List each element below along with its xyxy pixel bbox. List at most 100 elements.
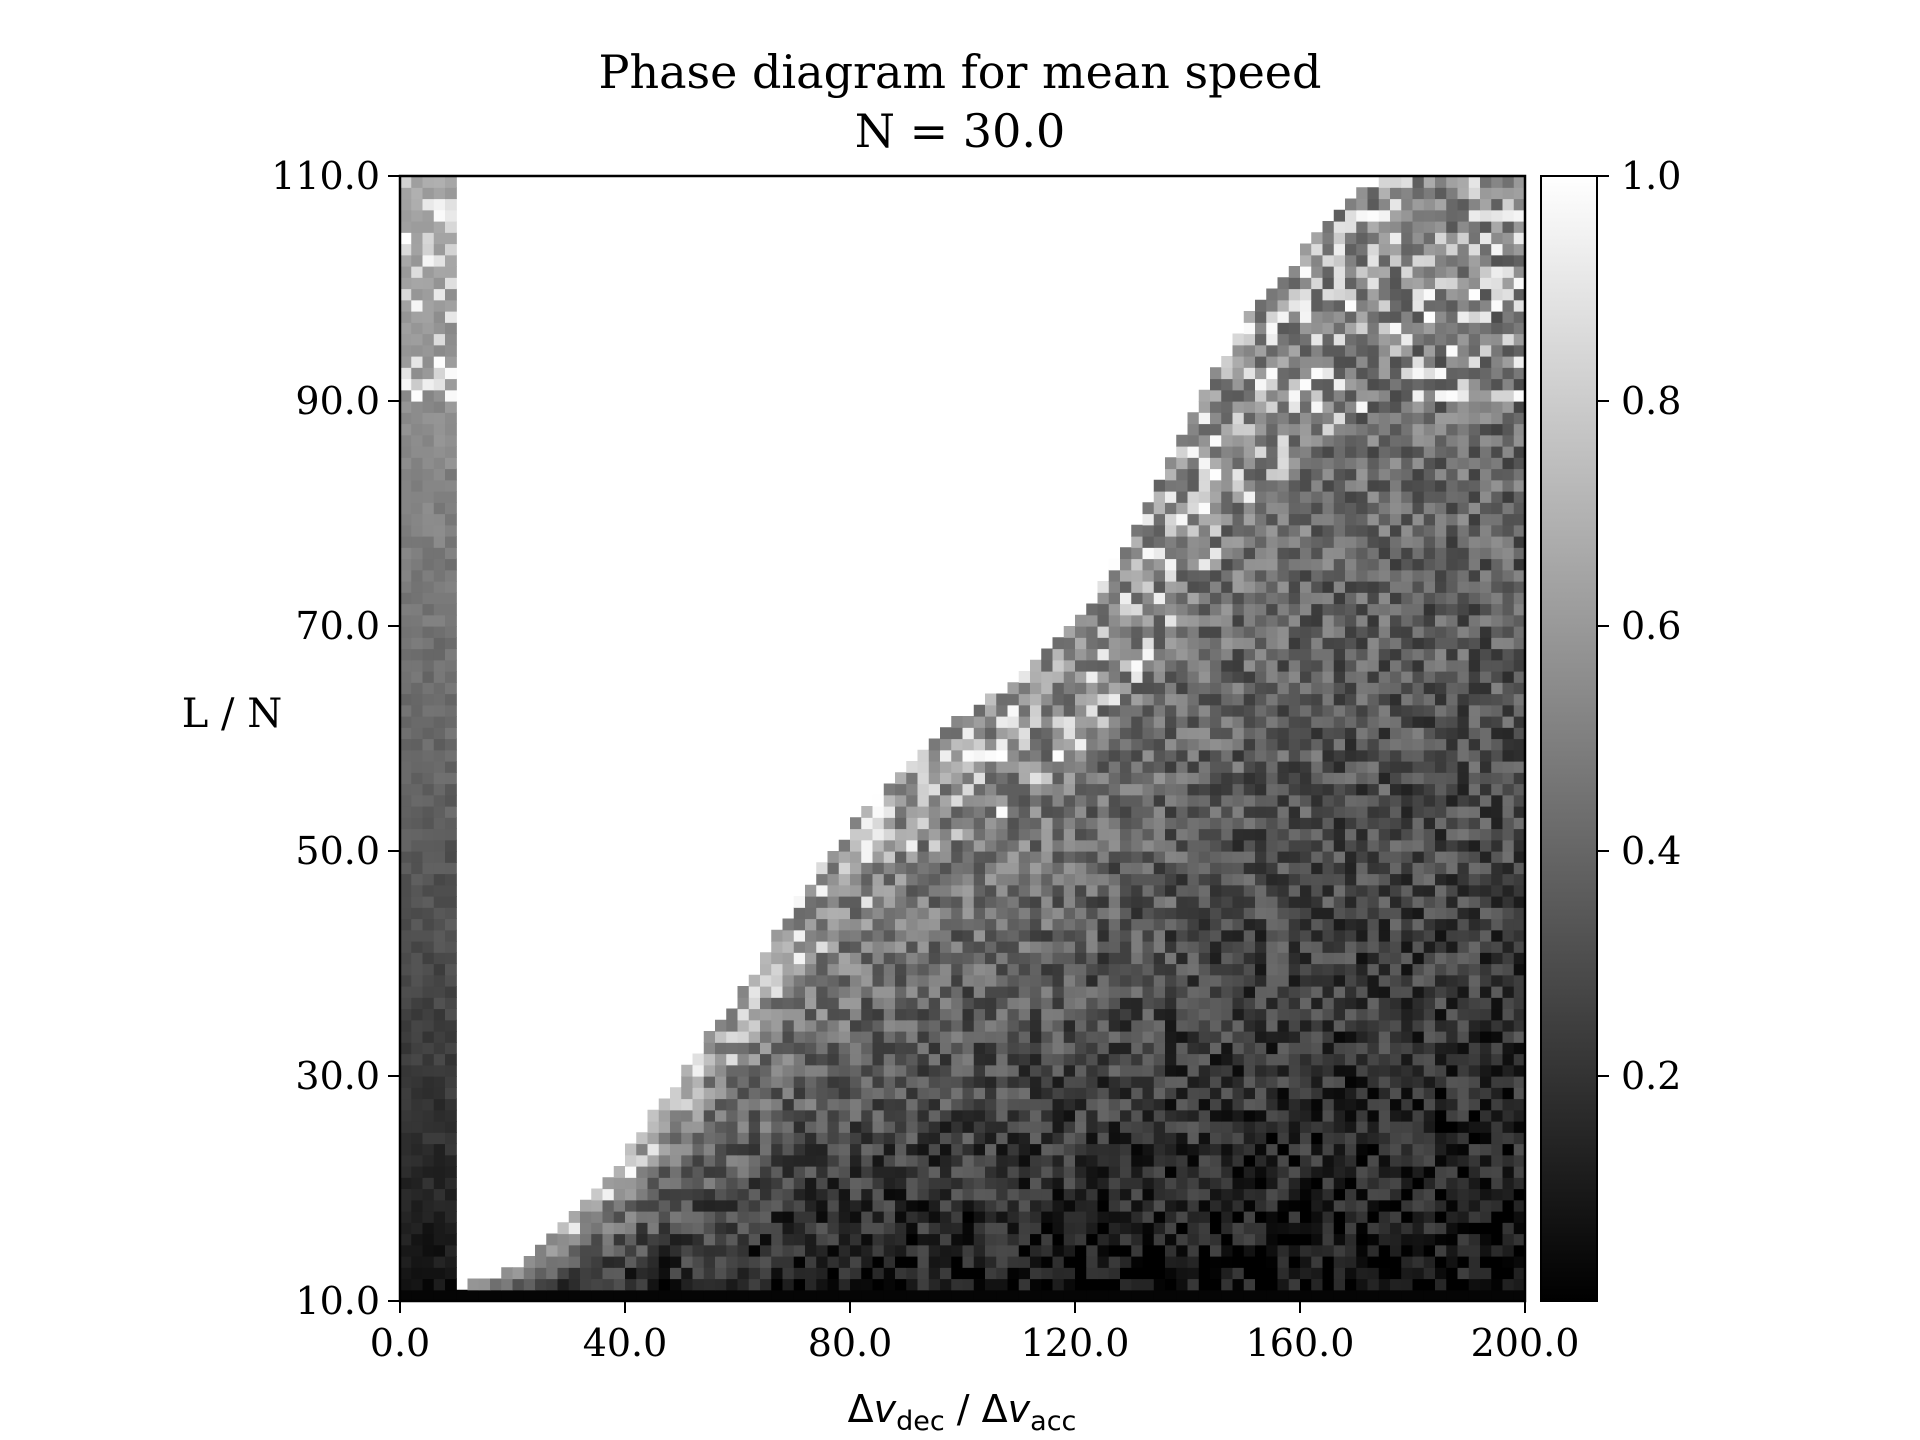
heatmap-cell	[1007, 1064, 1020, 1077]
heatmap-cell	[1041, 963, 1054, 976]
heatmap-cell	[827, 1019, 840, 1032]
heatmap-cell	[1322, 884, 1335, 897]
heatmap-cell	[1232, 1053, 1245, 1066]
heatmap-cell	[411, 1087, 424, 1100]
heatmap-cell	[906, 1008, 919, 1021]
heatmap-cell	[692, 1132, 705, 1145]
heatmap-cell	[1502, 1233, 1515, 1246]
heatmap-cell	[793, 918, 806, 931]
heatmap-cell	[1300, 738, 1312, 751]
heatmap-cell	[445, 457, 457, 470]
heatmap-cell	[1165, 1154, 1177, 1167]
heatmap-cell	[1086, 817, 1099, 830]
heatmap-cell	[1356, 581, 1369, 593]
heatmap-cell	[816, 1177, 829, 1190]
heatmap-cell	[951, 1019, 964, 1032]
heatmap-cell	[1243, 1211, 1256, 1223]
heatmap-cell	[1007, 929, 1020, 942]
heatmap-cell	[928, 918, 941, 931]
heatmap-cell	[793, 1267, 806, 1280]
heatmap-cell	[895, 952, 907, 965]
heatmap-cell	[1120, 761, 1132, 773]
heatmap-cell	[580, 1289, 592, 1302]
heatmap-cell	[1345, 738, 1357, 751]
heatmap-cell	[1075, 693, 1087, 706]
heatmap-cell	[861, 1188, 874, 1201]
heatmap-cell	[1086, 851, 1099, 863]
heatmap-cell	[985, 806, 997, 818]
heatmap-cell	[962, 974, 975, 987]
heatmap-cell	[1333, 828, 1346, 841]
heatmap-cell	[1232, 1244, 1245, 1257]
heatmap-cell	[872, 1267, 885, 1280]
heatmap-cell	[1075, 1154, 1087, 1167]
heatmap-cell	[1221, 862, 1234, 875]
heatmap-cell	[1277, 986, 1290, 998]
heatmap-cell	[1502, 1076, 1515, 1088]
heatmap-cell	[1356, 862, 1369, 875]
heatmap-cell	[1018, 749, 1031, 762]
heatmap-cell	[1120, 1121, 1132, 1133]
heatmap-cell	[1502, 1019, 1515, 1032]
heatmap-cell	[1041, 1031, 1054, 1043]
heatmap-cell	[1131, 1019, 1144, 1032]
heatmap-cell	[771, 1121, 784, 1133]
heatmap-cell	[940, 873, 952, 886]
heatmap-cell	[1108, 963, 1121, 976]
heatmap-cell	[1097, 1031, 1110, 1043]
heatmap-cell	[1097, 1132, 1110, 1145]
heatmap-cell	[692, 1087, 705, 1100]
heatmap-cell	[433, 1233, 446, 1246]
heatmap-cell	[850, 896, 862, 908]
heatmap-cell	[647, 1121, 660, 1133]
heatmap-cell	[411, 569, 424, 582]
heatmap-cell	[1243, 738, 1256, 751]
heatmap-cell	[760, 1177, 772, 1190]
heatmap-cell	[1322, 1244, 1335, 1257]
heatmap-cell	[1075, 614, 1087, 627]
heatmap-cell	[1063, 1143, 1076, 1156]
heatmap-cell	[445, 839, 457, 852]
heatmap-cell	[1007, 1008, 1020, 1021]
heatmap-cell	[1232, 1211, 1245, 1223]
heatmap-cell	[962, 1098, 975, 1111]
heatmap-cell	[1243, 884, 1256, 897]
heatmap-cell	[411, 884, 424, 897]
heatmap-cell	[1041, 1019, 1054, 1032]
heatmap-cell	[670, 1188, 682, 1201]
heatmap-cell	[1030, 929, 1042, 942]
heatmap-cell	[1176, 1222, 1189, 1235]
heatmap-cell	[1435, 783, 1447, 796]
heatmap-cell	[1468, 1278, 1481, 1291]
heatmap-cell	[996, 1154, 1009, 1167]
heatmap-cell	[1198, 1267, 1211, 1280]
heatmap-cell	[1041, 727, 1054, 740]
heatmap-cell	[422, 614, 435, 627]
heatmap-cell	[805, 1031, 817, 1043]
heatmap-cell	[1356, 1031, 1369, 1043]
heatmap-cell	[1232, 547, 1245, 560]
heatmap-cell	[445, 659, 457, 672]
heatmap-cell	[591, 1256, 604, 1268]
heatmap-cell	[1198, 502, 1211, 515]
heatmap-cell	[1300, 907, 1312, 920]
heatmap-cell	[1300, 671, 1312, 683]
heatmap-cell	[1198, 772, 1211, 785]
heatmap-cell	[1457, 862, 1470, 875]
heatmap-cell	[985, 1278, 997, 1291]
heatmap-cell	[1345, 693, 1357, 706]
heatmap-cell	[1356, 1109, 1369, 1122]
heatmap-cell	[1412, 592, 1425, 605]
heatmap-cell	[940, 1244, 952, 1257]
heatmap-cell	[523, 1256, 536, 1268]
heatmap-cell	[1187, 873, 1200, 886]
heatmap-cell	[1356, 918, 1369, 931]
heatmap-cell	[411, 1256, 424, 1268]
heatmap-cell	[1266, 873, 1279, 886]
heatmap-cell	[1232, 828, 1245, 841]
heatmap-cell	[838, 1109, 851, 1122]
heatmap-cell	[1097, 941, 1110, 953]
heatmap-cell	[861, 1154, 874, 1167]
heatmap-cell	[647, 1199, 660, 1212]
heatmap-cell	[400, 446, 412, 458]
